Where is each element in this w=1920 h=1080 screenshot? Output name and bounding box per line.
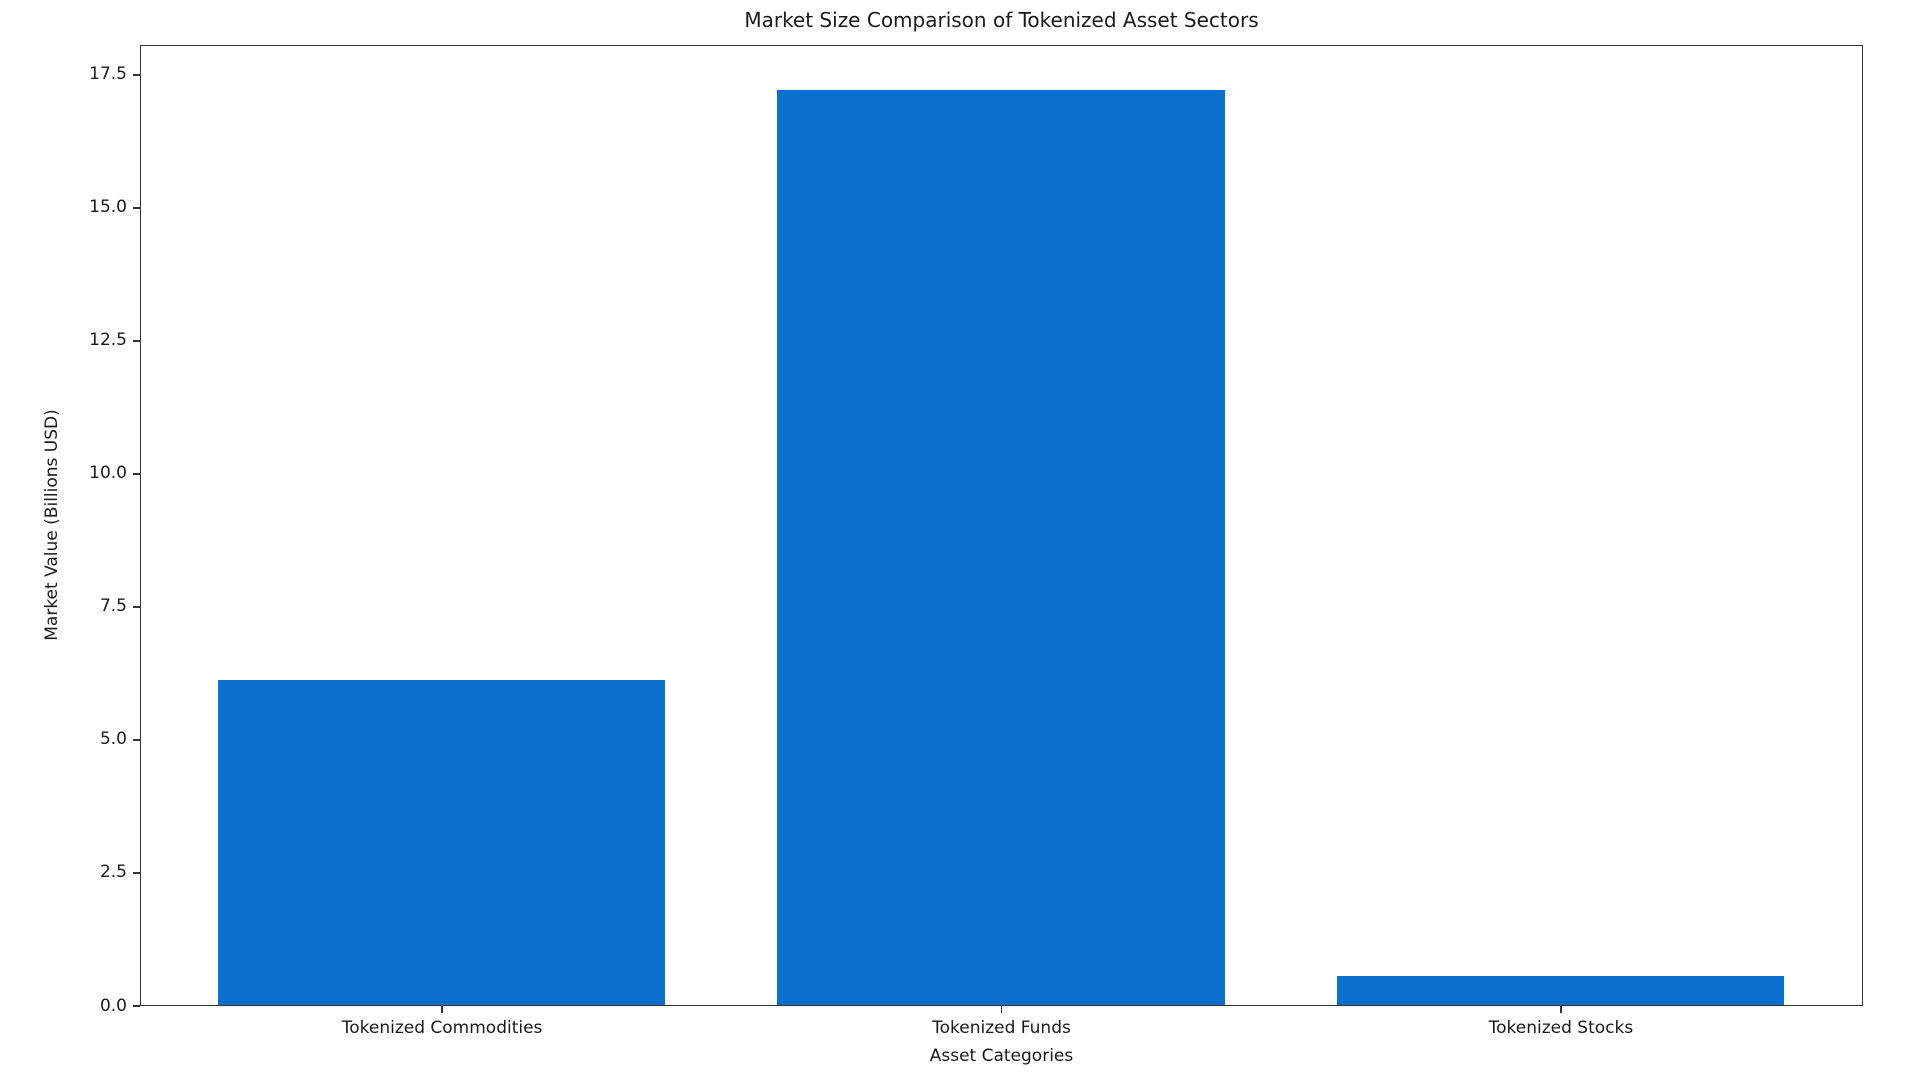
x-tick-mark [1560,1006,1562,1013]
x-axis-label: Asset Categories [929,1046,1074,1066]
y-tick-label: 7.5 [99,596,127,617]
chart-title: Market Size Comparison of Tokenized Asse… [744,8,1259,32]
y-tick-label: 15.0 [89,197,127,218]
y-tick-label: 17.5 [89,64,127,85]
x-tick-label: Tokenized Commodities [341,1018,543,1038]
y-tick-label: 10.0 [89,463,127,484]
y-tick-mark [133,872,140,874]
x-tick-mark [1000,1006,1003,1013]
plot-area [140,45,1863,1006]
y-tick-label: 0.0 [99,995,127,1016]
bar-tokenized-funds [777,89,1225,1005]
y-tick-mark [133,340,140,342]
y-tick-label: 5.0 [99,729,127,750]
y-tick-mark [133,473,140,475]
bar-tokenized-commodities [217,680,666,1005]
x-tick-label: Tokenized Stocks [1488,1018,1634,1038]
y-tick-mark [133,739,140,741]
x-tick-mark [441,1006,443,1013]
y-tick-mark [133,606,140,608]
x-tick-label: Tokenized Funds [932,1018,1071,1038]
y-tick-mark [133,207,140,209]
y-tick-mark [133,1005,140,1007]
y-tick-label: 2.5 [99,862,127,883]
y-tick-label: 12.5 [89,330,127,351]
bar-tokenized-stocks [1336,975,1785,1005]
y-tick-mark [133,74,140,76]
